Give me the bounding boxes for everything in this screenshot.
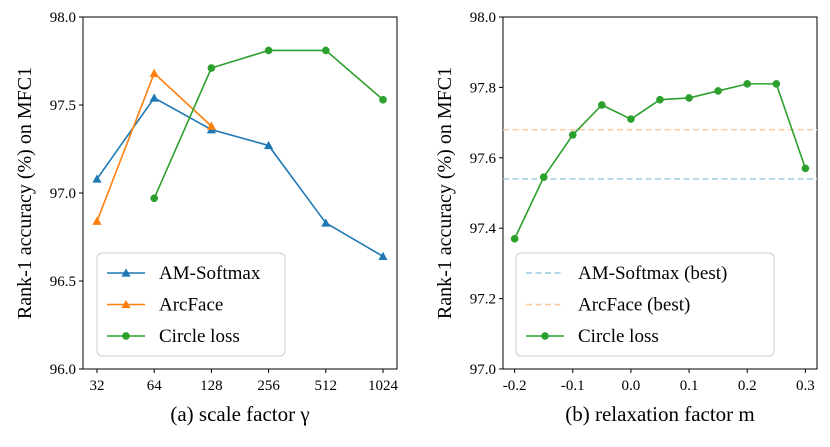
- data-point: [539, 173, 548, 182]
- legend-label: Circle loss: [578, 326, 659, 347]
- x-tick-label: 64: [147, 378, 163, 394]
- data-point: [207, 64, 216, 72]
- x-axis-caption: (b) relaxation factor m: [565, 402, 755, 426]
- series-arcface: [92, 68, 216, 225]
- x-tick-label: 256: [257, 378, 280, 394]
- data-point: [772, 80, 781, 88]
- plot-frame: [502, 16, 818, 370]
- series-am-softmax: [92, 93, 388, 261]
- y-tick-label: 96.5: [50, 274, 76, 290]
- chart-panel-b: 97.0 97.2 97.4 97.6 97.8 98.0 -0.2 -0.1 0.0 0.1 0.…: [434, 10, 818, 426]
- data-point: [264, 46, 273, 55]
- data-point: [801, 164, 810, 173]
- y-axis-label: Rank-1 accuracy (%) on MFC1: [14, 67, 36, 319]
- x-tick-label: 0.1: [680, 378, 699, 394]
- data-point: [627, 115, 635, 123]
- x-tick-label: 0.2: [738, 378, 757, 394]
- y-tick-label: 98.0: [470, 10, 496, 26]
- legend-marker: [121, 299, 131, 309]
- data-point: [264, 140, 274, 150]
- legend: AM-Softmax (best) ArcFace (best) Circle lo…: [515, 252, 775, 357]
- data-point: [510, 234, 519, 243]
- x-tick-label: -0.2: [503, 378, 527, 394]
- legend-marker: [122, 332, 130, 340]
- y-tick-label: 96.0: [50, 362, 76, 378]
- legend-label: Circle loss: [159, 326, 240, 347]
- x-tick-label: 32: [90, 378, 105, 394]
- y-tick-label: 97.2: [470, 292, 496, 308]
- legend-label: AM-Softmax: [159, 263, 261, 284]
- data-point: [206, 121, 216, 130]
- data-point: [149, 68, 159, 77]
- data-point: [92, 216, 102, 225]
- data-point: [568, 131, 577, 139]
- x-tick-label: 0.0: [622, 378, 641, 394]
- data-point: [150, 194, 159, 203]
- data-point: [714, 87, 722, 95]
- legend: AM-Softmax ArcFace Circle loss: [96, 252, 286, 357]
- y-tick-label: 98.0: [50, 10, 76, 26]
- series-line: [96, 96, 384, 258]
- y-tick-label: 97.8: [470, 80, 496, 96]
- data-point: [149, 93, 159, 102]
- x-tick-label: 512: [315, 378, 338, 394]
- y-axis-label: Rank-1 accuracy (%) on MFC1: [434, 67, 456, 319]
- y-tick-label: 97.4: [470, 221, 497, 237]
- series-line: [513, 83, 807, 240]
- data-point: [321, 218, 331, 227]
- data-point: [598, 101, 606, 109]
- legend-label: AM-Softmax (best): [578, 263, 727, 284]
- y-tick-label: 97.0: [50, 186, 76, 202]
- y-tick-label: 97.0: [470, 362, 496, 378]
- data-point: [321, 46, 330, 55]
- data-point: [743, 80, 752, 88]
- legend-marker: [541, 332, 549, 340]
- x-axis-caption: (a) scale factor γ: [170, 402, 309, 426]
- x-tick-label: 128: [200, 378, 223, 394]
- legend-frame: [96, 252, 286, 357]
- legend-label: ArcFace (best): [578, 295, 690, 316]
- data-point: [379, 95, 387, 104]
- y-tick-label: 97.6: [470, 151, 497, 167]
- legend-marker: [121, 268, 131, 277]
- data-point: [92, 174, 102, 183]
- legend-label: ArcFace: [159, 295, 223, 316]
- legend-frame: [515, 252, 775, 357]
- x-tick-label: -0.1: [561, 378, 585, 394]
- series-circle-loss: [150, 46, 387, 203]
- data-point: [685, 94, 693, 102]
- data-point: [378, 251, 388, 261]
- x-tick-label: 0.3: [796, 378, 815, 394]
- series-line: [153, 49, 384, 199]
- series-circle-loss: [510, 80, 810, 243]
- x-tick-label: 1024: [368, 378, 399, 394]
- y-tick-label: 97.5: [50, 98, 76, 114]
- chart-panel-a: 96.0 96.5 97.0 97.5 98.0 32 64 128 256 512 1024 Ran…: [14, 10, 399, 426]
- data-point: [656, 95, 664, 104]
